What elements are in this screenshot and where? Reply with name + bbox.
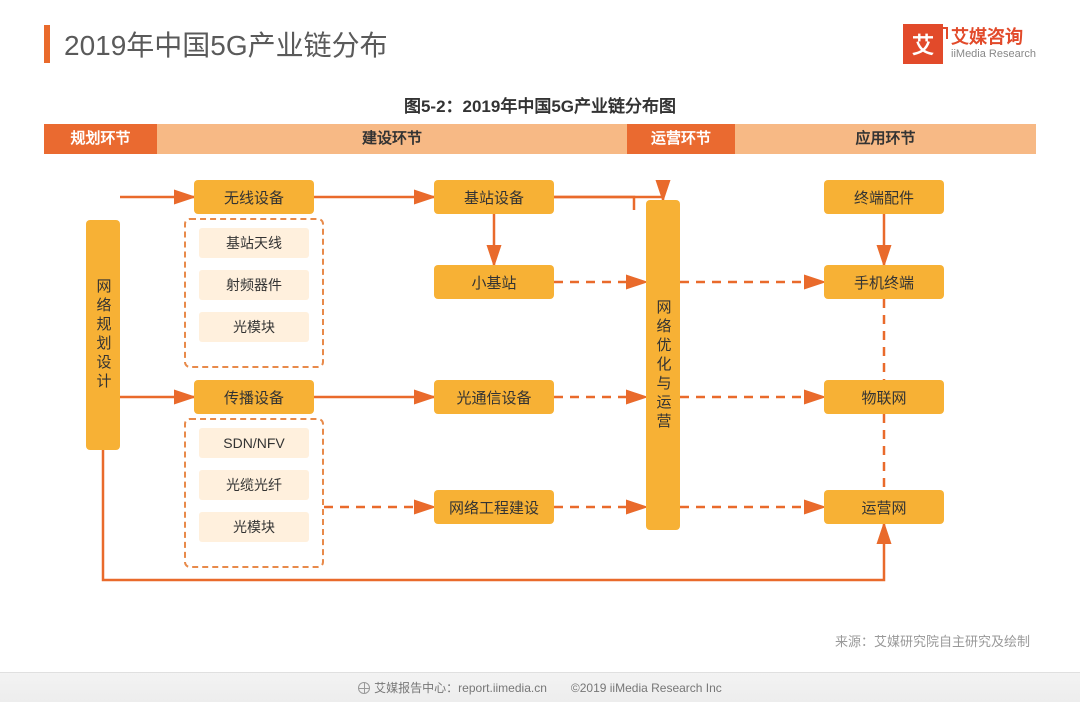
logo-text: 艾媒咨询 iiMedia Research	[951, 28, 1036, 60]
logo: 艾 艾媒咨询 iiMedia Research	[903, 24, 1036, 64]
page-title-bar: 2019年中国5G产业链分布	[44, 24, 388, 64]
subnode-base-antenna: 基站天线	[199, 228, 309, 258]
title-accent	[44, 25, 50, 63]
stage-construction: 建设环节	[157, 124, 627, 154]
stage-operation: 运营环节	[627, 124, 735, 154]
node-terminal-parts: 终端配件	[824, 180, 944, 214]
node-wireless-equipment: 无线设备	[194, 180, 314, 214]
flowchart: 网络规划设计 无线设备 传播设备 基站设备 小基站 光通信设备 网络工程建设 网…	[44, 160, 1036, 622]
node-optical-comm-equipment: 光通信设备	[434, 380, 554, 414]
subnode-sdn-nfv: SDN/NFV	[199, 428, 309, 458]
logo-en: iiMedia Research	[951, 48, 1036, 60]
stage-header-row: 规划环节 建设环节 运营环节 应用环节	[44, 124, 1036, 154]
logo-cn: 艾媒咨询	[951, 28, 1036, 48]
globe-icon	[358, 682, 370, 694]
footer: 艾媒报告中心：report.iimedia.cn ©2019 iiMedia R…	[0, 672, 1080, 702]
node-network-optimization-ops: 网络优化与运营	[646, 200, 680, 530]
node-operation-network: 运营网	[824, 490, 944, 524]
stage-application: 应用环节	[735, 124, 1036, 154]
figure-caption: 图5-2：2019年中国5G产业链分布图	[0, 92, 1080, 117]
source-attribution: 来源：艾媒研究院自主研究及绘制	[835, 631, 1030, 650]
subnode-optical-module-2: 光模块	[199, 512, 309, 542]
logo-mark: 艾	[903, 24, 943, 64]
footer-copyright: ©2019 iiMedia Research Inc	[571, 681, 722, 695]
node-network-engineering: 网络工程建设	[434, 490, 554, 524]
node-base-station-equipment: 基站设备	[434, 180, 554, 214]
node-iot: 物联网	[824, 380, 944, 414]
node-mobile-terminal: 手机终端	[824, 265, 944, 299]
node-network-planning: 网络规划设计	[86, 220, 120, 450]
node-small-cell: 小基站	[434, 265, 554, 299]
page-title: 2019年中国5G产业链分布	[64, 24, 388, 64]
subnode-rf-device: 射频器件	[199, 270, 309, 300]
stage-planning: 规划环节	[44, 124, 157, 154]
footer-report-center: 艾媒报告中心：report.iimedia.cn	[358, 679, 547, 696]
node-transmission-equipment: 传播设备	[194, 380, 314, 414]
subnode-optical-module-1: 光模块	[199, 312, 309, 342]
subnode-optical-cable: 光缆光纤	[199, 470, 309, 500]
footer-left-text: 艾媒报告中心：report.iimedia.cn	[374, 681, 547, 695]
